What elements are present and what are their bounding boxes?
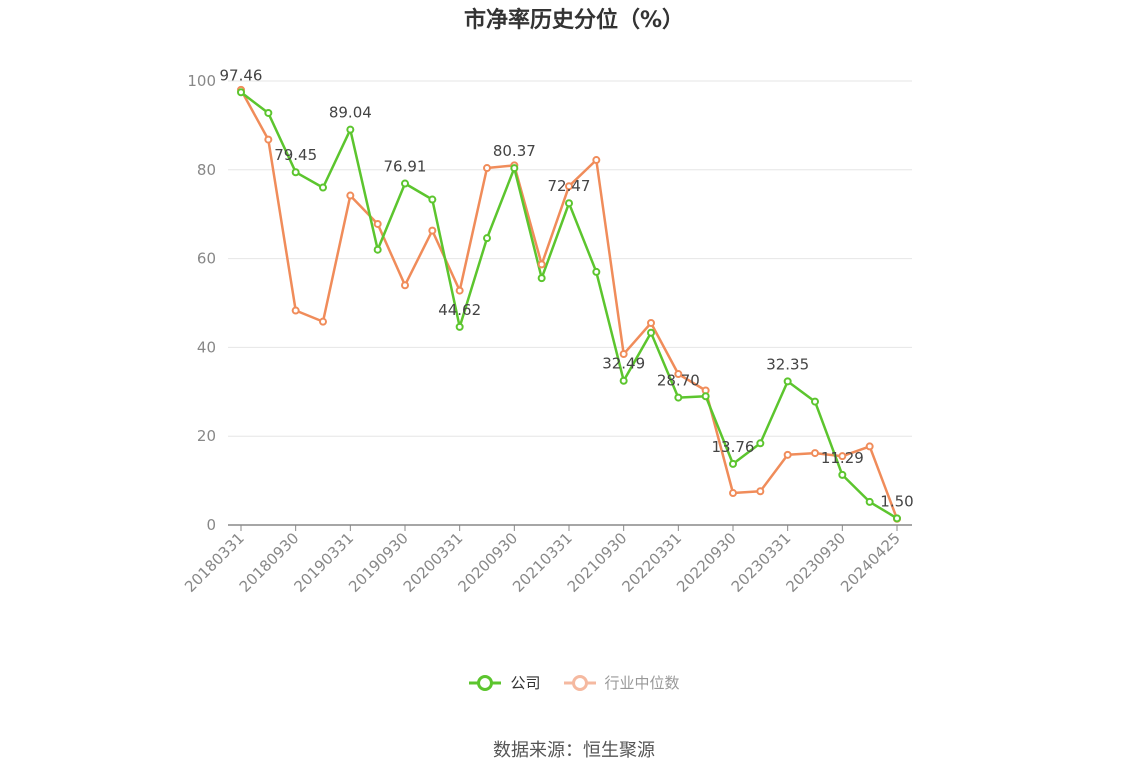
y-tick-label: 60	[197, 250, 216, 268]
data-label: 76.91	[384, 158, 427, 176]
line-chart: 0 20 40 60 80 100 201803312018093020190331201…	[181, 66, 914, 596]
data-label: 80.37	[493, 142, 536, 160]
point-industry	[401, 281, 409, 290]
point-company	[483, 234, 491, 243]
series-lines	[239, 89, 899, 520]
point-industry	[838, 452, 847, 461]
point-industry	[565, 182, 573, 191]
point-company	[756, 439, 765, 448]
point-company	[428, 195, 437, 204]
point-industry	[865, 442, 874, 451]
point-industry	[346, 191, 355, 200]
point-industry	[483, 164, 491, 173]
data-label: 89.04	[329, 104, 372, 122]
data-label: 32.35	[766, 355, 809, 373]
point-company	[237, 88, 245, 97]
data-label: 28.70	[657, 372, 700, 390]
data-label: 97.46	[220, 66, 263, 84]
point-industry	[291, 306, 300, 315]
data-labels: 97.46 79.45 89.04 76.91 44.62 80.37 72.47 32.49…	[220, 66, 914, 510]
x-tick-label: 20240425	[837, 529, 904, 596]
chart-title: 市净率历史分位（%）	[463, 8, 685, 33]
legend-label-company: 公司	[510, 674, 541, 692]
point-company	[373, 245, 382, 254]
y-tick-label: 0	[206, 516, 216, 534]
point-company	[865, 497, 874, 506]
data-label: 11.29	[821, 449, 864, 467]
point-company	[729, 459, 737, 468]
y-tick-label: 100	[187, 72, 216, 90]
point-company	[346, 125, 355, 134]
point-industry	[783, 450, 792, 459]
point-industry	[373, 219, 382, 228]
point-company	[674, 393, 683, 402]
point-industry	[619, 350, 628, 359]
point-company	[455, 322, 464, 331]
legend-label-industry: 行业中位数	[604, 674, 680, 692]
y-tick-label: 40	[197, 338, 216, 356]
data-label: 72.47	[548, 177, 591, 195]
point-industry	[264, 135, 273, 144]
data-label: 32.49	[602, 355, 645, 373]
data-label: 44.62	[438, 301, 481, 319]
legend-industry-marker-icon	[563, 674, 596, 691]
point-company	[811, 397, 819, 406]
data-label: 13.76	[712, 438, 755, 456]
point-company	[291, 168, 300, 177]
legend-item-company[interactable]: 公司	[468, 672, 541, 693]
point-industry	[592, 156, 601, 165]
series-points	[237, 85, 901, 523]
point-company	[401, 179, 409, 188]
point-company	[893, 514, 901, 523]
legend-company-marker-icon	[469, 674, 502, 691]
point-industry	[674, 370, 683, 379]
legend: 公司 行业中位数	[0, 672, 1148, 693]
point-company	[319, 183, 327, 192]
point-company	[592, 267, 601, 276]
data-label: 79.45	[274, 146, 317, 164]
point-industry	[428, 226, 437, 235]
point-industry	[537, 260, 546, 269]
data-label: 1.50	[880, 492, 913, 510]
point-industry	[756, 487, 765, 496]
x-axis: 2018033120180930201903312019093020200331…	[181, 524, 912, 596]
y-tick-label: 80	[197, 161, 216, 179]
point-industry	[811, 449, 819, 458]
point-company	[619, 376, 628, 385]
point-company	[838, 470, 847, 479]
source-note: 数据来源：恒生聚源	[493, 740, 655, 761]
point-company	[264, 108, 273, 117]
point-industry	[455, 286, 464, 295]
point-company	[510, 164, 519, 173]
point-company	[537, 274, 546, 283]
point-industry	[647, 318, 655, 327]
y-tick-label: 20	[197, 427, 216, 445]
point-industry	[729, 489, 737, 498]
legend-item-industry[interactable]: 行业中位数	[563, 672, 680, 693]
y-axis-tick-labels: 0 20 40 60 80 100	[187, 72, 216, 534]
point-industry	[319, 317, 327, 326]
point-company	[565, 199, 573, 208]
gridlines	[228, 80, 912, 437]
point-company	[647, 328, 655, 337]
point-company	[783, 377, 792, 386]
point-company	[701, 392, 710, 401]
